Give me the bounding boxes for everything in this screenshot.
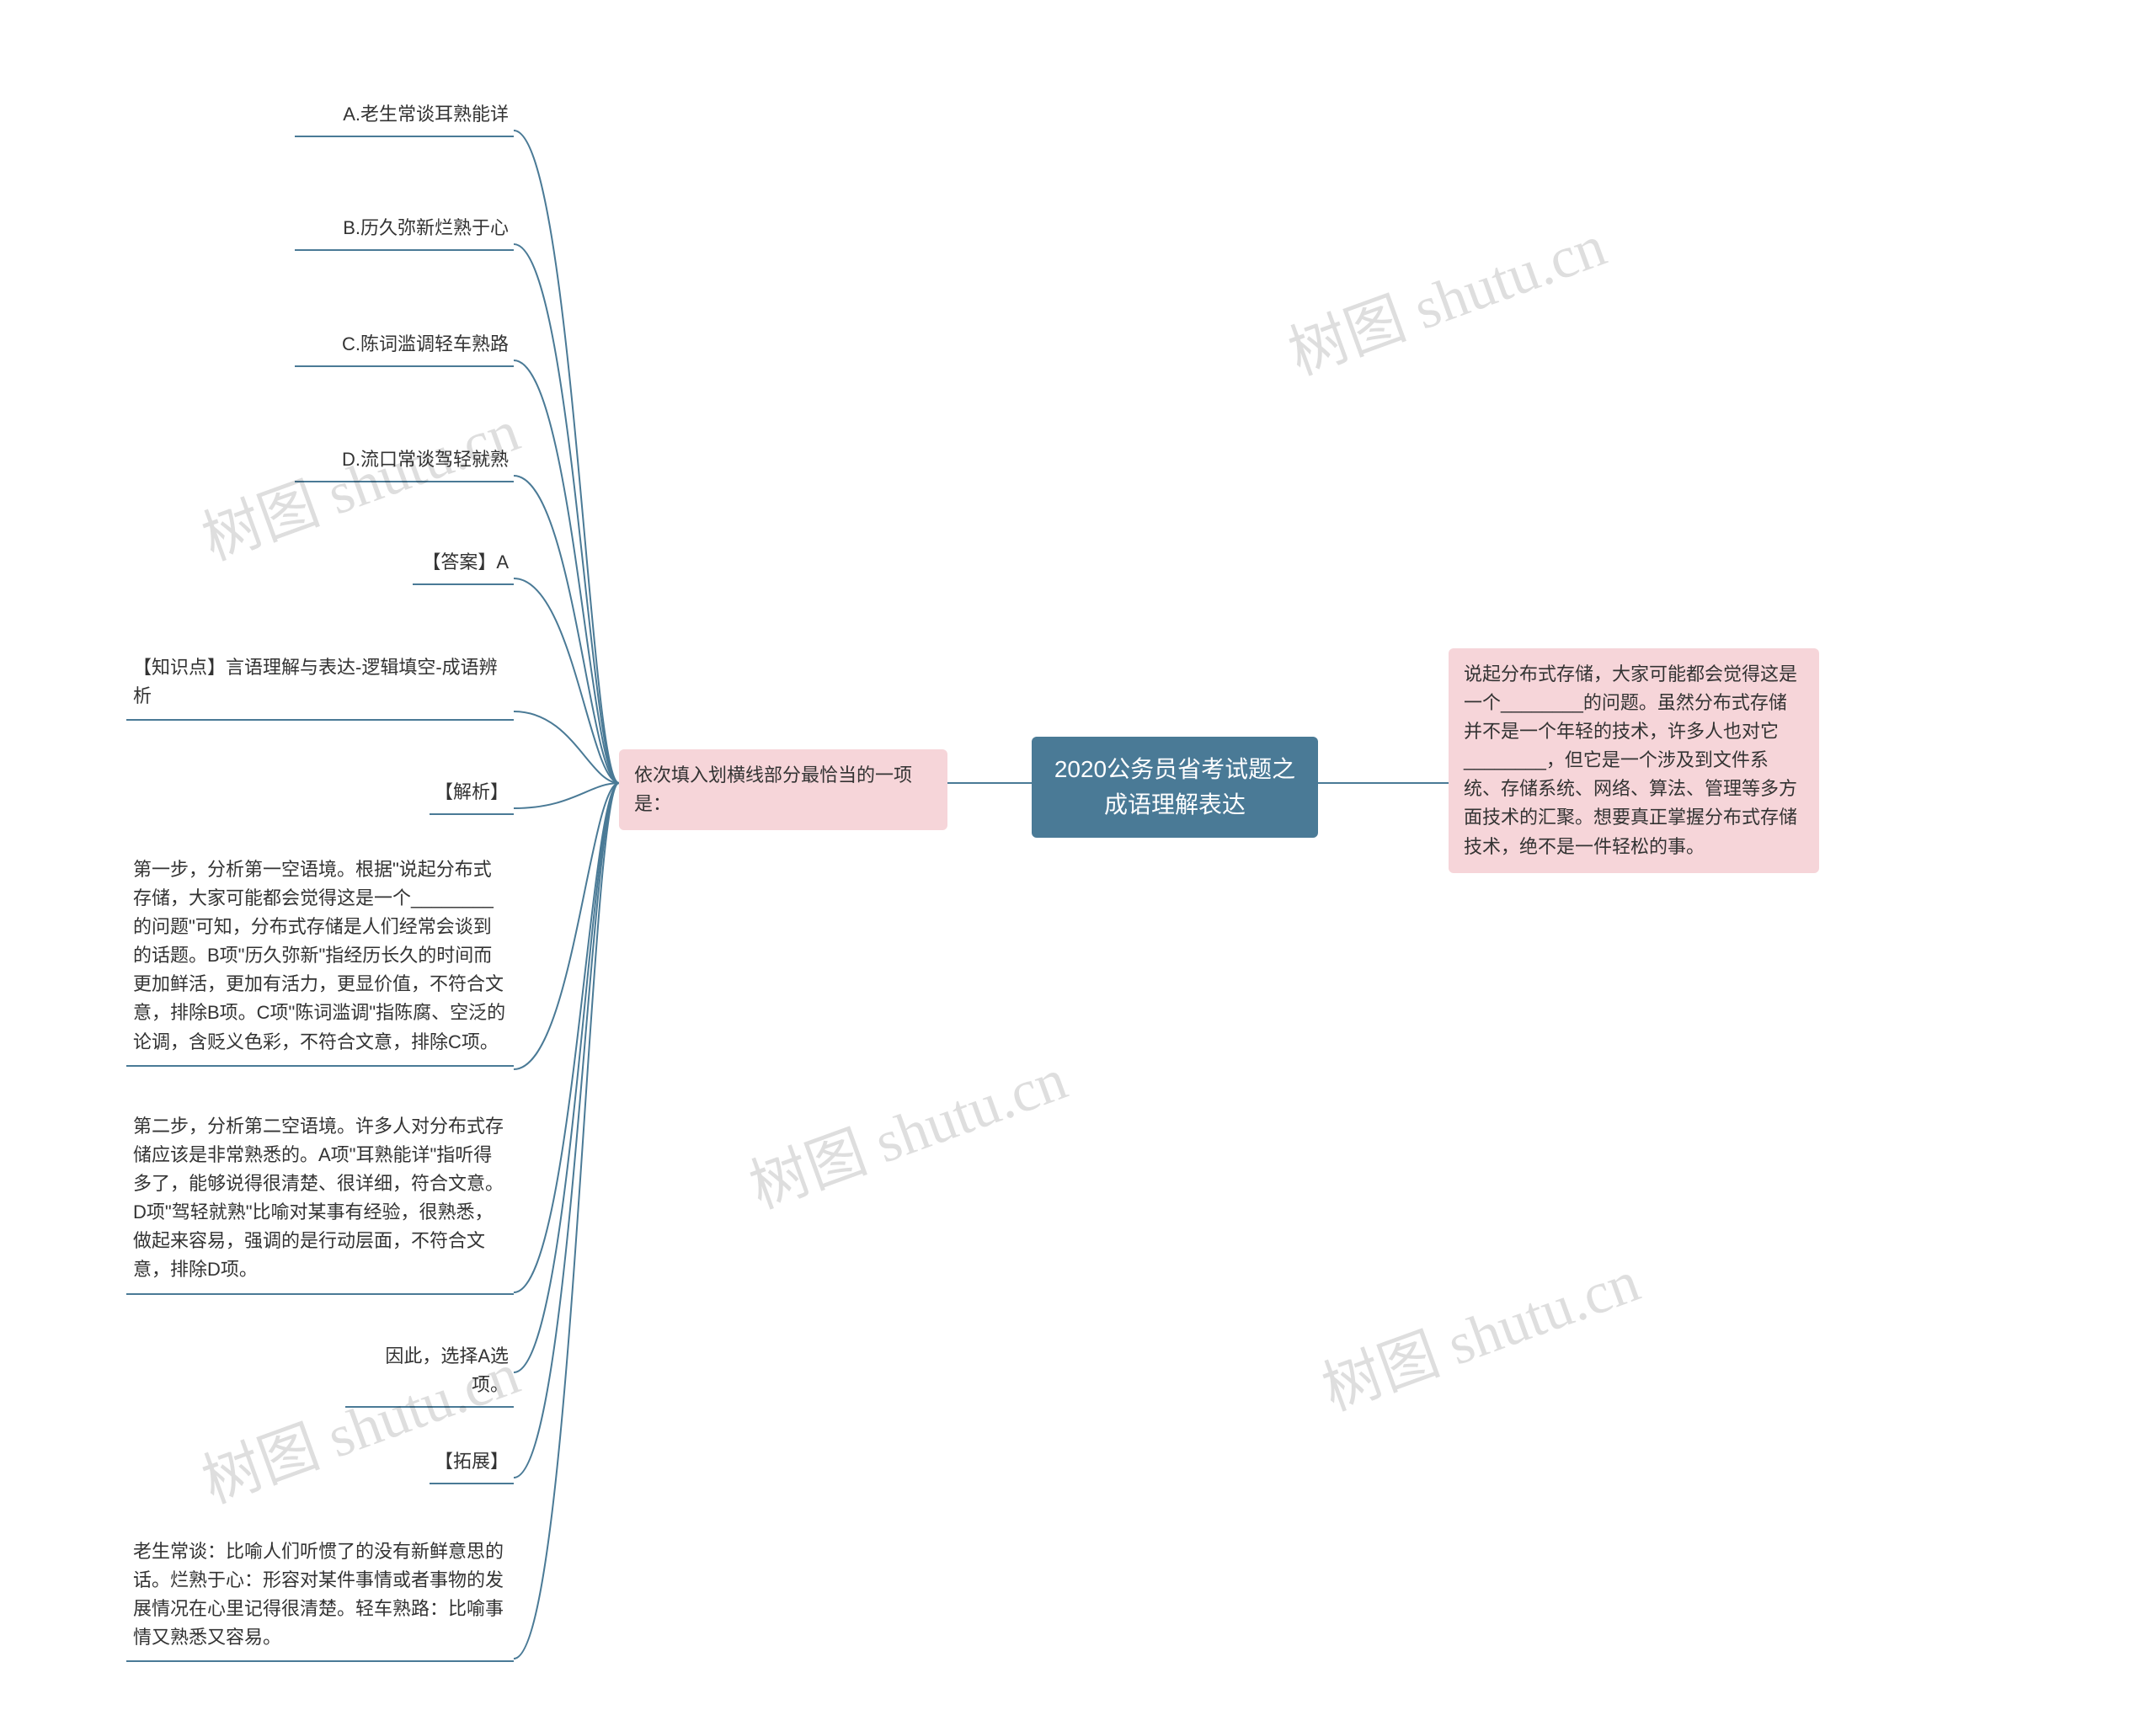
option-c: C.陈词滥调轻车熟路	[295, 327, 514, 367]
watermark: 树图 shutu.cn	[1310, 1234, 1650, 1427]
selection: 因此，选择A选项。	[345, 1339, 514, 1408]
right-branch-question: 说起分布式存储，大家可能都会觉得这是一个________的问题。虽然分布式存储并…	[1449, 648, 1819, 873]
extension-body: 老生常谈：比喻人们听惯了的没有新鲜意思的话。烂熟于心：形容对某件事情或者事物的发…	[126, 1532, 514, 1662]
watermark: 树图 shutu.cn	[1276, 199, 1616, 392]
extension-label: 【拓展】	[430, 1444, 514, 1484]
analysis-label: 【解析】	[430, 775, 514, 815]
watermark: 树图 shutu.cn	[737, 1032, 1077, 1225]
analysis-step1: 第一步，分析第一空语境。根据"说起分布式存储，大家可能都会觉得这是一个_____…	[126, 850, 514, 1067]
option-d: D.流口常谈驾轻就熟	[295, 442, 514, 482]
center-node: 2020公务员省考试题之成语理解表达	[1032, 737, 1318, 838]
answer: 【答案】A	[413, 545, 514, 585]
option-b: B.历久弥新烂熟于心	[295, 210, 514, 251]
analysis-step2: 第二步，分析第二空语境。许多人对分布式存储应该是非常熟悉的。A项"耳熟能详"指听…	[126, 1107, 514, 1295]
left-branch-prompt: 依次填入划横线部分最恰当的一项是：	[619, 749, 947, 830]
knowledge-point: 【知识点】言语理解与表达-逻辑填空-成语辨析	[126, 648, 514, 721]
option-a: A.老生常谈耳熟能详	[295, 97, 514, 137]
